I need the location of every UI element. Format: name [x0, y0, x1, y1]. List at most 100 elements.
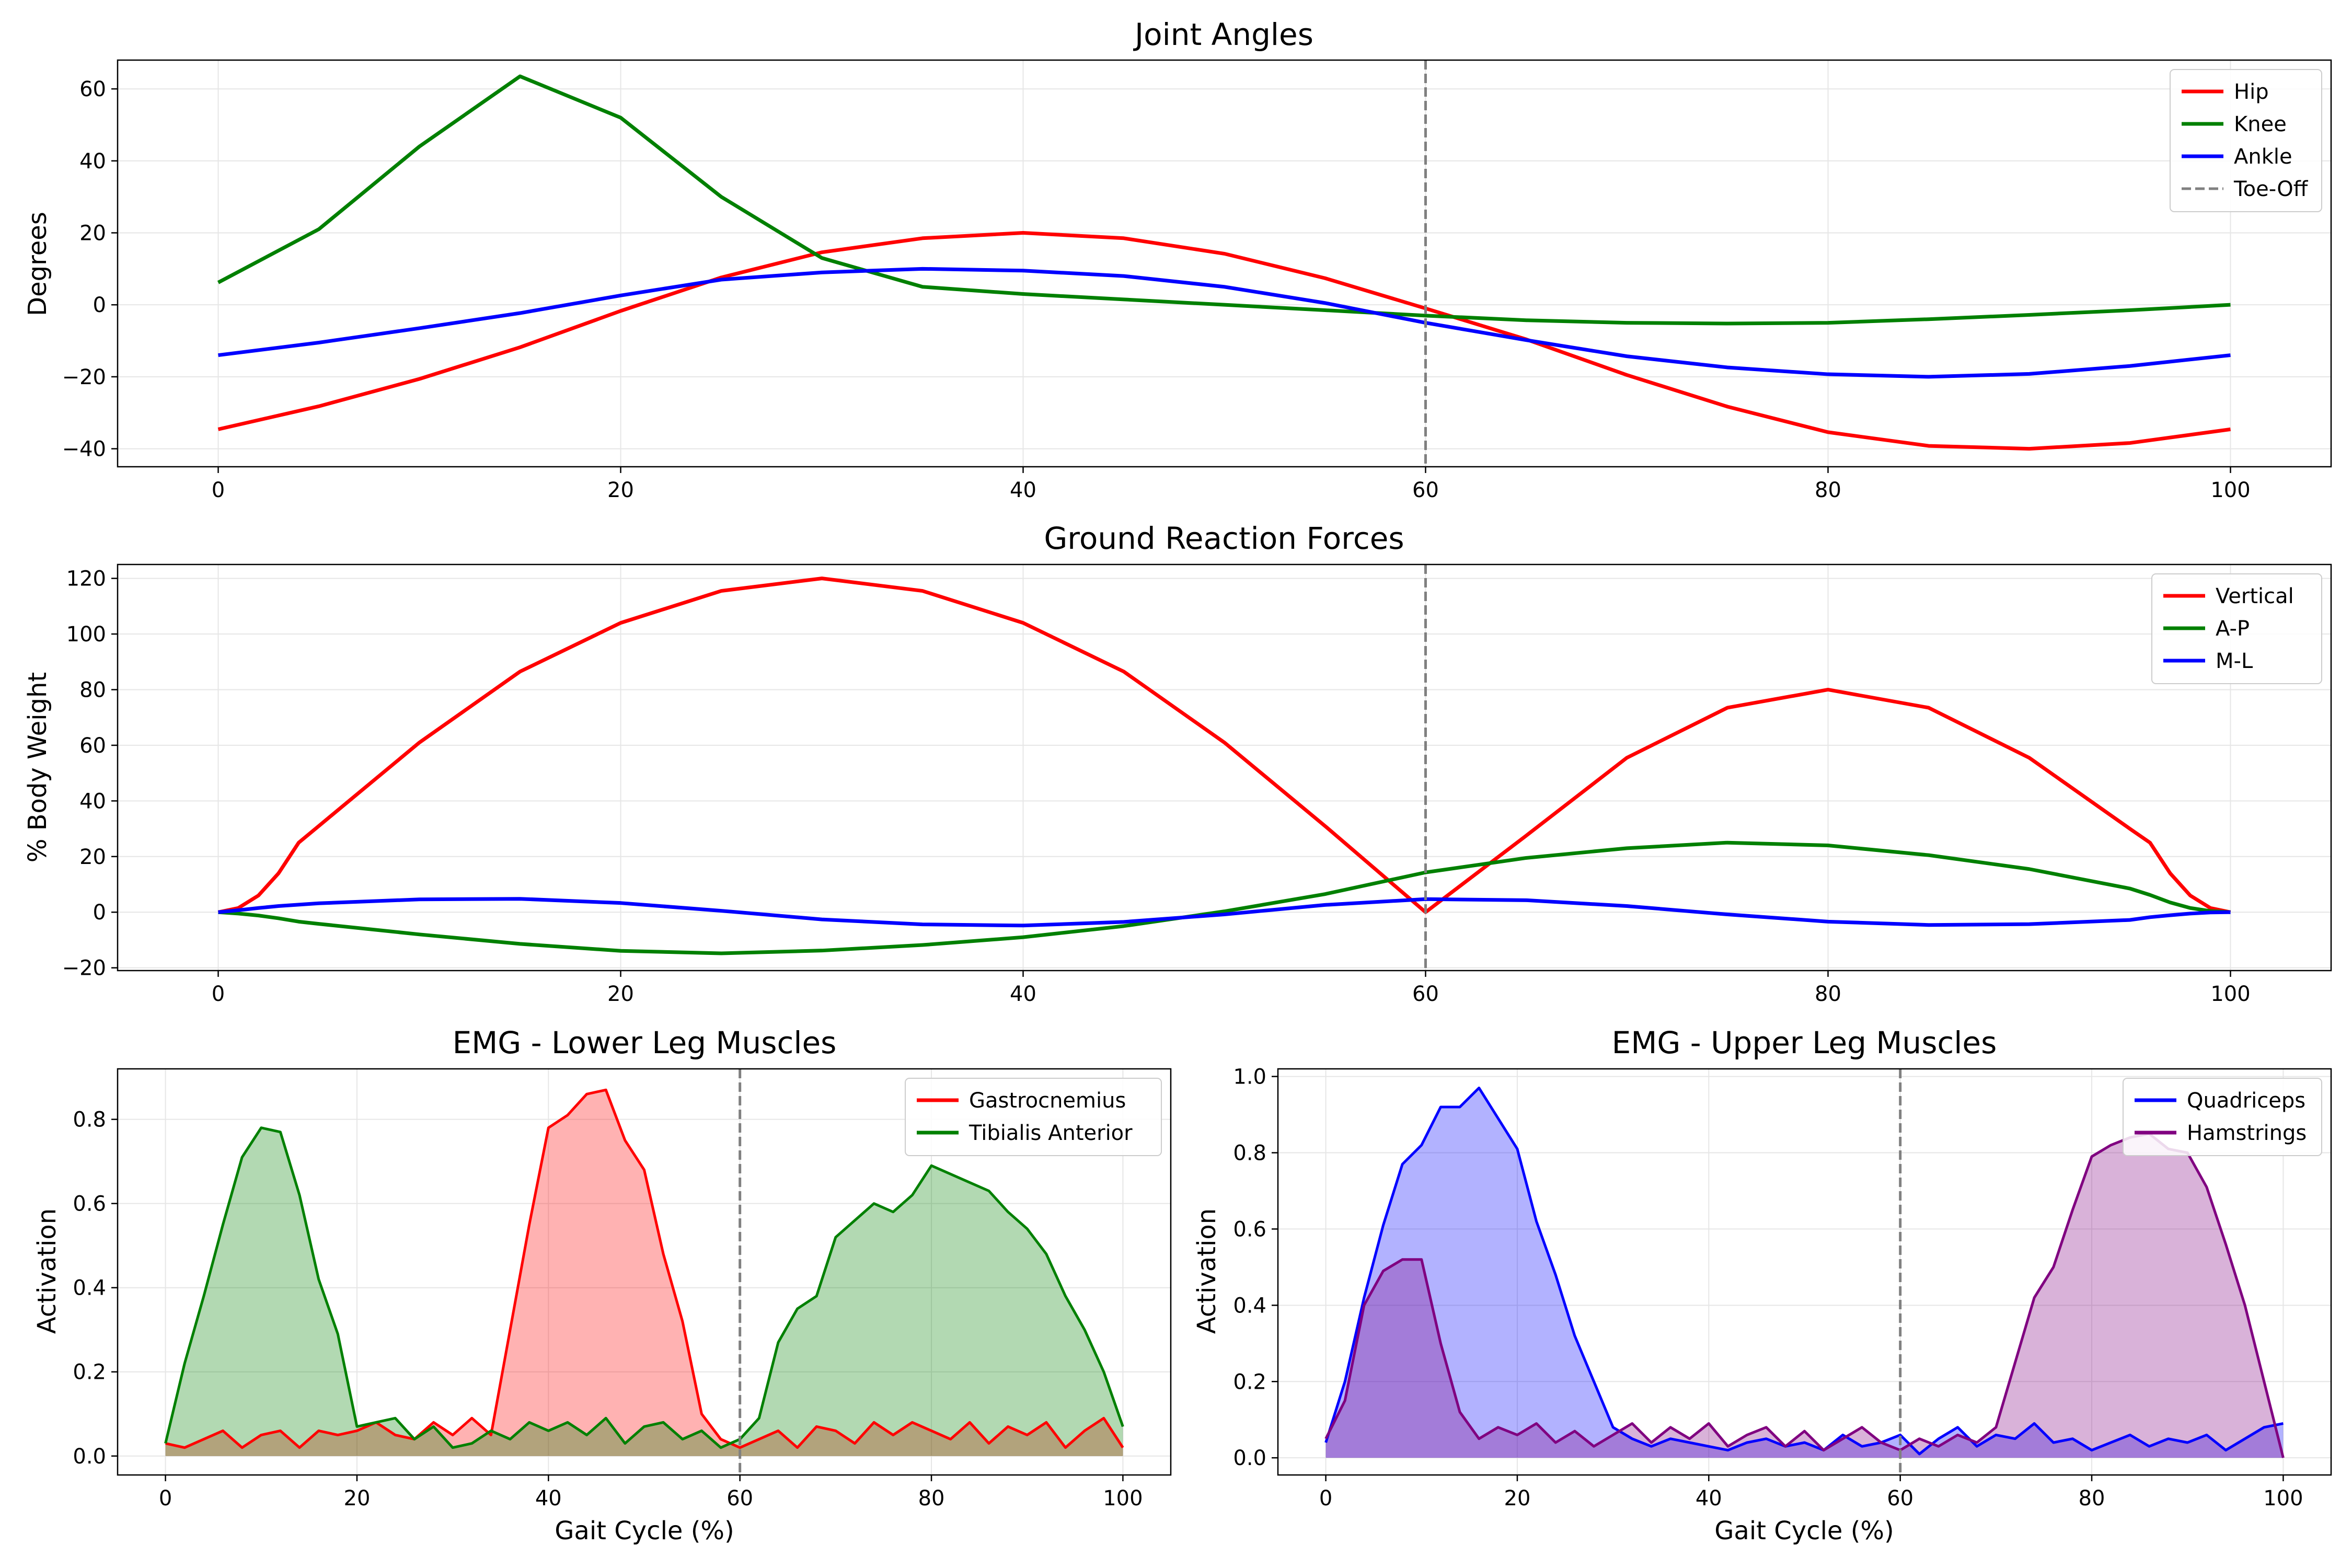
- x-tick-label: 40: [1010, 478, 1036, 502]
- y-axis-title: Degrees: [23, 212, 52, 316]
- ankle-line: [218, 267, 2231, 379]
- x-tick-label: 80: [2079, 1486, 2105, 1511]
- x-axis-title: Gait Cycle (%): [1714, 1516, 1894, 1546]
- y-axis-title: Activation: [1192, 1208, 1221, 1334]
- x-tick-label: 100: [1103, 1486, 1143, 1511]
- legend: Quadriceps Hamstrings: [2123, 1078, 2322, 1156]
- x-tick-label: 60: [1412, 478, 1439, 502]
- y-tick-label: 120: [66, 567, 106, 591]
- x-tick-label: 20: [607, 982, 634, 1006]
- y-tick-label: 40: [79, 149, 106, 174]
- x-tick-label: 80: [1815, 982, 1841, 1006]
- knee-line: [217, 74, 2231, 326]
- y-tick-label: 0.0: [73, 1445, 106, 1469]
- legend-label: Tibialis Anterior: [969, 1121, 1133, 1145]
- legend-label: Gastrocnemius: [969, 1089, 1126, 1113]
- vertical-line: [217, 577, 2231, 914]
- x-tick-label: 20: [344, 1486, 371, 1511]
- x-tick-label: 100: [2210, 982, 2250, 1006]
- data-layer: [164, 1088, 1124, 1456]
- y-tick-label: 0.8: [1233, 1142, 1266, 1166]
- joint-angles-panel: Joint Angles Degrees 0 20 40 60 80 100 −40 −20 0…: [23, 17, 2332, 502]
- y-tick-label: 20: [79, 845, 106, 869]
- y-tick-label: 0.2: [1233, 1370, 1266, 1394]
- x-tick-label: 0: [159, 1486, 172, 1511]
- tibialis-anterior-line: [164, 1126, 1124, 1449]
- hip-line: [217, 230, 2231, 451]
- gastrocnemius-line: [165, 1088, 1124, 1449]
- quadriceps-area: [1325, 1088, 2284, 1458]
- x-axis-title: Gait Cycle (%): [555, 1516, 734, 1546]
- y-axis-title: % Body Weight: [23, 672, 52, 863]
- legend-box: [2123, 1078, 2322, 1156]
- x-tick-label: 60: [1412, 982, 1439, 1006]
- panel-title: EMG - Lower Leg Muscles: [453, 1025, 837, 1060]
- legend-label: Knee: [2234, 112, 2287, 136]
- x-tick-label: 80: [918, 1486, 945, 1511]
- x-tick-label: 100: [2210, 478, 2250, 502]
- legend: Vertical A-P M-L: [2151, 573, 2322, 684]
- quadriceps-line: [1324, 1086, 2284, 1456]
- x-tick-label: 60: [1887, 1486, 1913, 1511]
- y-tick-label: 20: [79, 221, 106, 245]
- legend-label: Vertical: [2216, 584, 2294, 608]
- x-tick-label: 40: [535, 1486, 562, 1511]
- y-tick-label: 0: [93, 901, 106, 925]
- plot-frame: [117, 59, 2332, 468]
- y-tick-label: 40: [79, 789, 106, 813]
- y-tick-label: 0.6: [1233, 1217, 1266, 1241]
- legend-label: Toe-Off: [2233, 177, 2309, 201]
- y-tick-label: 0.2: [73, 1361, 106, 1385]
- y-tick-label: 100: [66, 622, 106, 647]
- hamstrings-area: [1325, 1134, 2284, 1458]
- plot-frame: [117, 1068, 1172, 1476]
- ground-reaction-forces-panel: Ground Reaction Forces % Body Weight 0 20…: [23, 521, 2332, 1006]
- gastrocnemius-area: [165, 1090, 1123, 1456]
- y-axis-title: Activation: [32, 1208, 62, 1334]
- data-layer: [217, 577, 2231, 955]
- y-tick-label: −40: [62, 437, 106, 462]
- x-tick-label: 40: [1696, 1486, 1722, 1511]
- y-tick-label: 0.4: [73, 1276, 106, 1300]
- x-tick-label: 40: [1010, 982, 1036, 1006]
- legend-label: Ankle: [2234, 145, 2292, 169]
- x-tick-label: 0: [1319, 1486, 1332, 1511]
- emg-lower-leg-panel: EMG - Lower Leg Muscles Activation Gait …: [32, 1025, 1172, 1546]
- y-tick-label: 60: [79, 77, 106, 101]
- y-tick-label: 1.0: [1233, 1065, 1266, 1089]
- y-tick-label: 60: [79, 734, 106, 758]
- legend-box: [905, 1078, 1162, 1156]
- tibialis-anterior-area: [165, 1127, 1123, 1456]
- plot-frame: [117, 563, 2332, 972]
- x-tick-label: 20: [1504, 1486, 1531, 1511]
- legend-label: Quadriceps: [2187, 1089, 2305, 1113]
- x-tick-label: 80: [1815, 478, 1841, 502]
- m-l-line: [218, 897, 2231, 928]
- y-tick-label: 0.0: [1233, 1446, 1266, 1470]
- y-tick-label: 0.6: [73, 1192, 106, 1216]
- y-tick-label: −20: [62, 956, 106, 981]
- x-tick-label: 20: [607, 478, 634, 502]
- y-tick-label: 0.4: [1233, 1294, 1266, 1318]
- x-tick-label: 0: [212, 478, 225, 502]
- x-tick-label: 60: [727, 1486, 753, 1511]
- legend-label: A-P: [2216, 617, 2250, 641]
- y-tick-label: 80: [79, 678, 106, 702]
- a-p-line: [218, 840, 2231, 955]
- x-tick-label: 0: [212, 982, 225, 1006]
- legend-box: [2170, 69, 2322, 212]
- y-tick-label: 0.8: [73, 1108, 106, 1132]
- legend-label: M-L: [2216, 649, 2253, 673]
- plot-frame: [1277, 1068, 2332, 1476]
- legend: Hip Knee Ankle Toe-Off: [2170, 69, 2322, 212]
- panel-title: Ground Reaction Forces: [1044, 521, 1404, 556]
- legend: Gastrocnemius Tibialis Anterior: [905, 1078, 1162, 1156]
- panel-title: Joint Angles: [1133, 17, 1313, 52]
- emg-upper-leg-panel: EMG - Upper Leg Muscles Activation Gait …: [1192, 1025, 2332, 1546]
- data-layer: [217, 74, 2231, 451]
- legend-label: Hamstrings: [2187, 1121, 2307, 1145]
- legend-box: [2151, 573, 2322, 684]
- panel-title: EMG - Upper Leg Muscles: [1612, 1025, 1997, 1060]
